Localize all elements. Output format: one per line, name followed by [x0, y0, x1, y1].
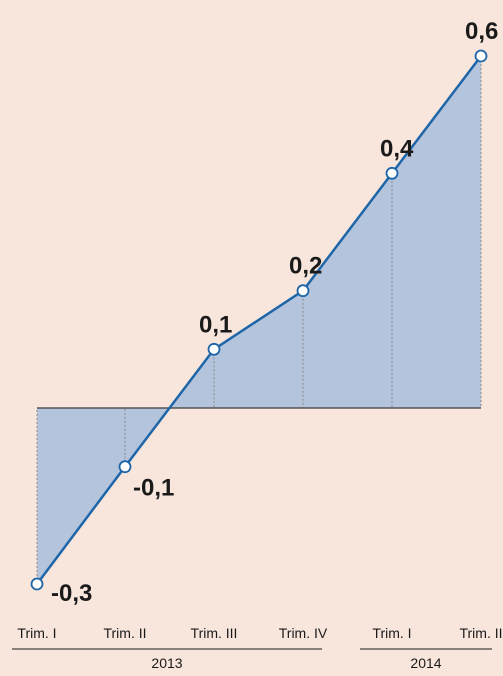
series-line [36, 55, 482, 585]
x-tick-label-2: Trim. II [103, 625, 146, 641]
value-label-2: -0,1 [133, 475, 174, 502]
data-point-2 [118, 460, 132, 474]
x-tick-label-4: Trim. IV [279, 625, 328, 641]
x-tick-label-1: Trim. I [17, 625, 56, 641]
plot-area: -0,3 -0,1 0,1 0,2 0,4 0,6 [30, 18, 498, 607]
year-label-2013: 2013 [151, 655, 182, 671]
data-point-5 [385, 166, 399, 180]
data-point-1 [30, 577, 44, 591]
value-label-5: 0,4 [380, 135, 414, 162]
x-axis: Trim. I Trim. II Trim. III Trim. IV Trim. I T… [12, 625, 503, 671]
value-label-4: 0,2 [289, 253, 322, 280]
value-label-6: 0,6 [465, 18, 498, 45]
x-tick-label-6: Trim. II [459, 625, 502, 641]
data-point-4 [296, 284, 310, 298]
value-label-1: -0,3 [51, 580, 92, 607]
x-tick-label-3: Trim. III [191, 625, 238, 641]
data-point-3 [207, 342, 221, 356]
data-point-6 [474, 49, 488, 63]
value-label-3: 0,1 [199, 311, 232, 338]
year-label-2014: 2014 [410, 655, 441, 671]
x-tick-label-5: Trim. I [372, 625, 411, 641]
